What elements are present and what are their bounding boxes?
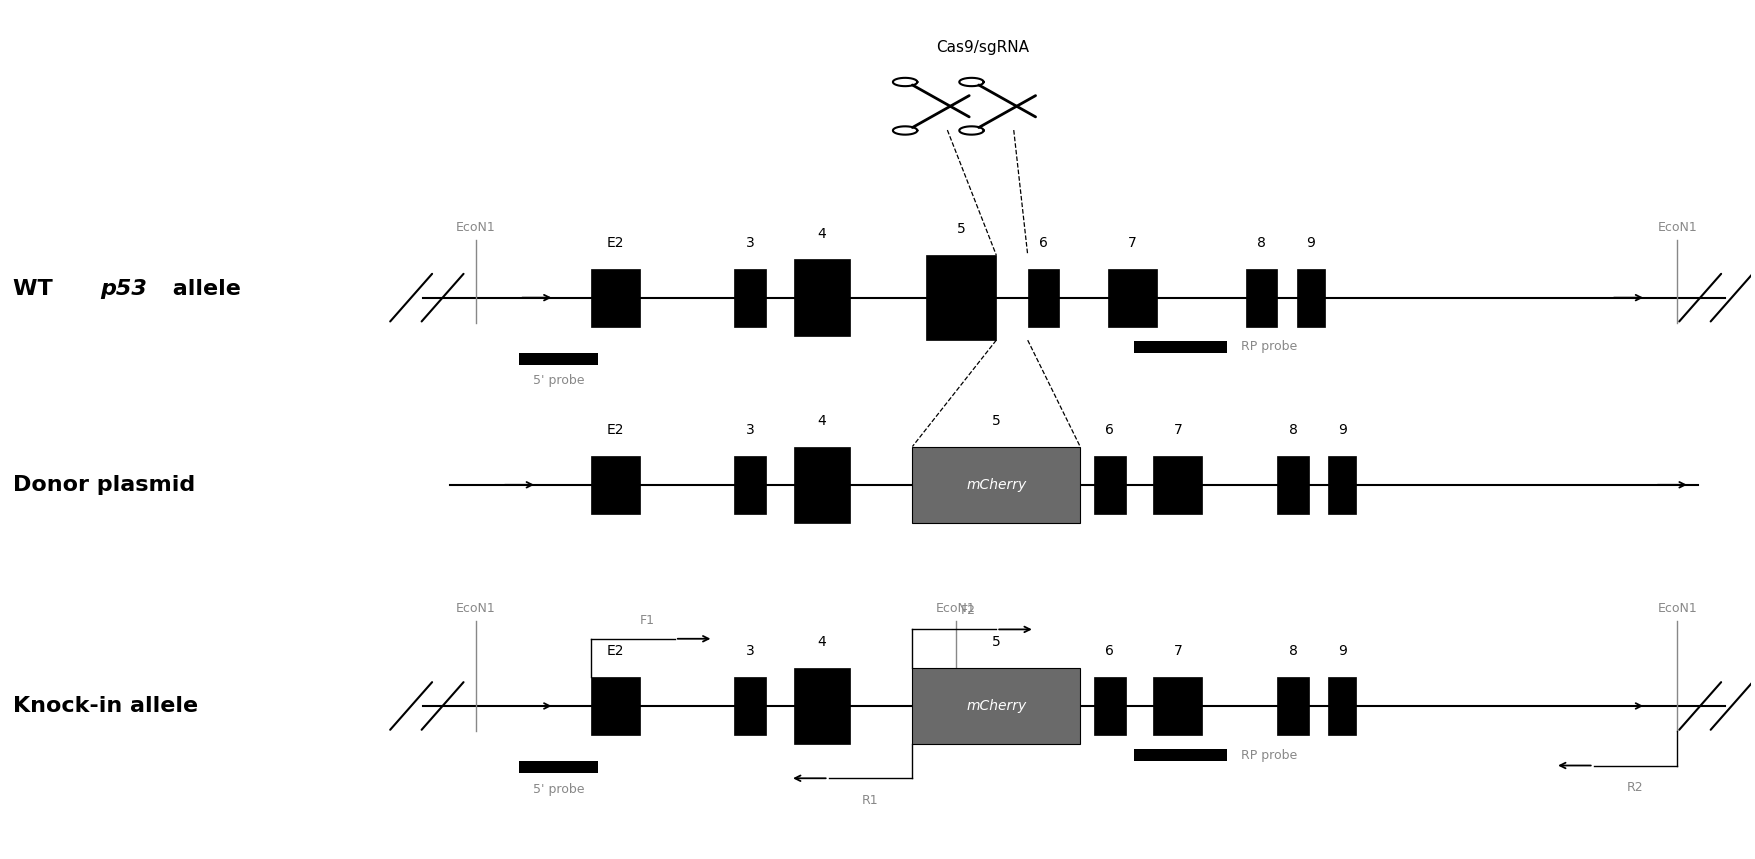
- Text: Donor plasmid: Donor plasmid: [12, 475, 195, 495]
- Text: 8: 8: [1288, 423, 1297, 437]
- Text: 4: 4: [818, 635, 827, 649]
- Bar: [913, 447, 1079, 523]
- Text: EcoN1: EcoN1: [1658, 602, 1697, 615]
- Bar: [1246, 269, 1278, 326]
- Text: 9: 9: [1306, 236, 1314, 250]
- Bar: [793, 667, 849, 744]
- Text: E2: E2: [607, 644, 625, 658]
- Bar: [1134, 341, 1227, 353]
- Text: R2: R2: [1627, 781, 1644, 794]
- Bar: [1153, 677, 1202, 735]
- Text: Cas9/sgRNA: Cas9/sgRNA: [935, 40, 1028, 55]
- Bar: [927, 255, 997, 340]
- Text: mCherry: mCherry: [967, 699, 1027, 713]
- Text: 7: 7: [1174, 423, 1183, 437]
- Text: mCherry: mCherry: [967, 478, 1027, 492]
- Text: E2: E2: [607, 236, 625, 250]
- Text: 5: 5: [956, 222, 965, 236]
- Bar: [519, 353, 598, 365]
- Bar: [1153, 456, 1202, 514]
- Text: EcoN1: EcoN1: [456, 602, 495, 615]
- Text: 4: 4: [818, 227, 827, 241]
- Bar: [591, 677, 641, 735]
- Text: 6: 6: [1106, 423, 1114, 437]
- Bar: [793, 259, 849, 336]
- Text: RP probe: RP probe: [1241, 340, 1297, 354]
- Text: F1: F1: [639, 614, 655, 627]
- Bar: [1093, 677, 1125, 735]
- Text: R1: R1: [862, 794, 879, 807]
- Text: 5' probe: 5' probe: [534, 375, 584, 387]
- Bar: [519, 761, 598, 773]
- Bar: [1329, 456, 1357, 514]
- Bar: [734, 456, 765, 514]
- Bar: [1278, 677, 1309, 735]
- Text: 8: 8: [1257, 236, 1265, 250]
- Text: 3: 3: [746, 236, 755, 250]
- Bar: [1093, 456, 1125, 514]
- Bar: [1107, 269, 1157, 326]
- Text: 5' probe: 5' probe: [534, 783, 584, 795]
- Text: EcoN1: EcoN1: [1658, 221, 1697, 234]
- Text: 5: 5: [992, 635, 1000, 649]
- Text: 3: 3: [746, 423, 755, 437]
- Text: RP probe: RP probe: [1241, 749, 1297, 762]
- Bar: [793, 447, 849, 523]
- Bar: [1297, 269, 1325, 326]
- Bar: [591, 269, 641, 326]
- Bar: [1329, 677, 1357, 735]
- Text: allele: allele: [165, 279, 240, 299]
- Bar: [913, 667, 1079, 744]
- Text: 7: 7: [1174, 644, 1183, 658]
- Text: 9: 9: [1337, 644, 1346, 658]
- Bar: [591, 456, 641, 514]
- Text: 5: 5: [992, 414, 1000, 428]
- Text: 9: 9: [1337, 423, 1346, 437]
- Text: EcoN1: EcoN1: [456, 221, 495, 234]
- Text: 3: 3: [746, 644, 755, 658]
- Text: 4: 4: [818, 414, 827, 428]
- Text: Knock-in allele: Knock-in allele: [12, 696, 198, 716]
- Text: 6: 6: [1106, 644, 1114, 658]
- Bar: [734, 269, 765, 326]
- Text: 6: 6: [1039, 236, 1048, 250]
- Bar: [734, 677, 765, 735]
- Text: WT: WT: [12, 279, 60, 299]
- Bar: [1134, 749, 1227, 761]
- Text: p53: p53: [100, 279, 147, 299]
- Bar: [1028, 269, 1060, 326]
- Text: F2: F2: [960, 605, 976, 618]
- Text: 8: 8: [1288, 644, 1297, 658]
- Text: E2: E2: [607, 423, 625, 437]
- Bar: [1278, 456, 1309, 514]
- Text: 7: 7: [1128, 236, 1137, 250]
- Text: EcoN1: EcoN1: [935, 602, 976, 615]
